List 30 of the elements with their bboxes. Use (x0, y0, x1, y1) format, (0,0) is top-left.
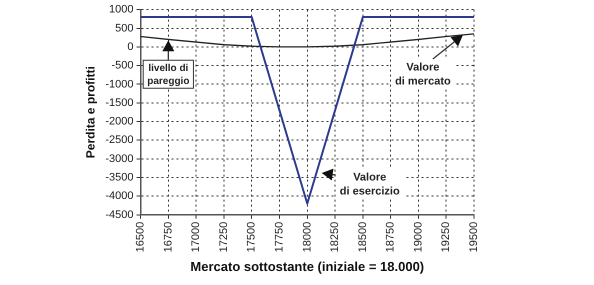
annotation: livello di pareggio (147, 62, 190, 87)
y-tick-label: 500 (115, 22, 134, 34)
y-tick-label: -2500 (105, 134, 134, 146)
x-axis-title: Mercato sottostante (iniziale = 18.000) (190, 258, 424, 274)
x-tick-label: 18000 (301, 222, 314, 252)
annotation: Valore di esercizio (340, 172, 400, 198)
x-tick-label: 19000 (412, 222, 424, 252)
y-tick-label: 1000 (109, 4, 134, 16)
x-tick-label: 17500 (246, 222, 258, 252)
y-tick-label: -3000 (105, 152, 134, 165)
y-tick-label: -4000 (105, 190, 134, 202)
y-axis-title: Perdita e profitti (84, 66, 98, 158)
y-tick-label: -1500 (105, 96, 134, 109)
y-tick-label: -1000 (105, 78, 134, 90)
y-tick-label: -4500 (105, 208, 134, 221)
y-tick-label: 0 (127, 40, 134, 53)
x-tick-label: 17000 (190, 222, 202, 252)
x-tick-label: 18500 (356, 222, 369, 252)
x-tick-label: 16500 (134, 222, 147, 252)
x-tick-label: 18750 (384, 222, 397, 252)
x-tick-label: 19250 (440, 222, 452, 252)
x-tick-label: 18250 (329, 222, 342, 252)
x-tick-label: 17750 (274, 222, 286, 252)
y-tick-label: -3500 (105, 172, 134, 184)
x-tick-label: 16750 (162, 222, 174, 252)
x-tick-label: 17250 (218, 222, 230, 252)
y-tick-label: -2000 (105, 116, 134, 128)
y-tick-label: -500 (112, 60, 134, 72)
annotation: Valore di mercato (395, 62, 451, 88)
x-tick-label: 19500 (468, 222, 480, 252)
